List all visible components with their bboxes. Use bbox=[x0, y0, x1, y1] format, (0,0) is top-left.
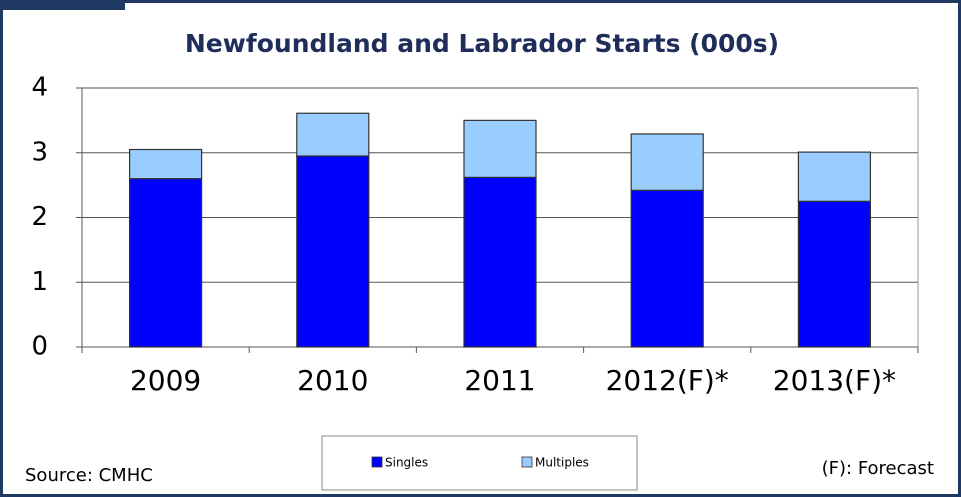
x-tick-label: 2011 bbox=[464, 364, 535, 397]
bar-segment bbox=[797, 200, 872, 348]
legend-label: Singles bbox=[385, 456, 428, 470]
note: (F): Forecast bbox=[822, 458, 934, 479]
bar-segment bbox=[797, 151, 872, 202]
x-tick-label: 2012(F)* bbox=[606, 364, 729, 397]
legend bbox=[321, 435, 638, 491]
bar-segment bbox=[296, 112, 370, 157]
y-tick-label: 0 bbox=[31, 332, 48, 362]
legend-swatch bbox=[521, 456, 533, 468]
bar-segment bbox=[129, 148, 203, 180]
x-tick-label: 2013(F)* bbox=[773, 364, 896, 397]
tab bbox=[0, 0, 125, 10]
chart-title: Newfoundland and Labrador Starts (000s) bbox=[185, 29, 779, 58]
bar-segment bbox=[463, 119, 537, 178]
x-tick-label: 2009 bbox=[130, 364, 201, 397]
bar-segment bbox=[129, 178, 203, 348]
bar-segment bbox=[630, 133, 704, 191]
y-tick-label: 3 bbox=[31, 137, 48, 167]
y-tick-label: 2 bbox=[31, 202, 48, 232]
bar-segment bbox=[296, 155, 370, 348]
legend-label: Multiples bbox=[535, 456, 589, 470]
source: Source: CMHC bbox=[25, 465, 153, 486]
y-tick-label: 1 bbox=[31, 267, 48, 297]
x-tick-label: 2010 bbox=[297, 364, 368, 397]
y-tick-label: 4 bbox=[31, 73, 48, 103]
legend-swatch bbox=[371, 456, 383, 468]
bar-segment bbox=[463, 176, 537, 348]
bar-segment bbox=[630, 189, 704, 348]
